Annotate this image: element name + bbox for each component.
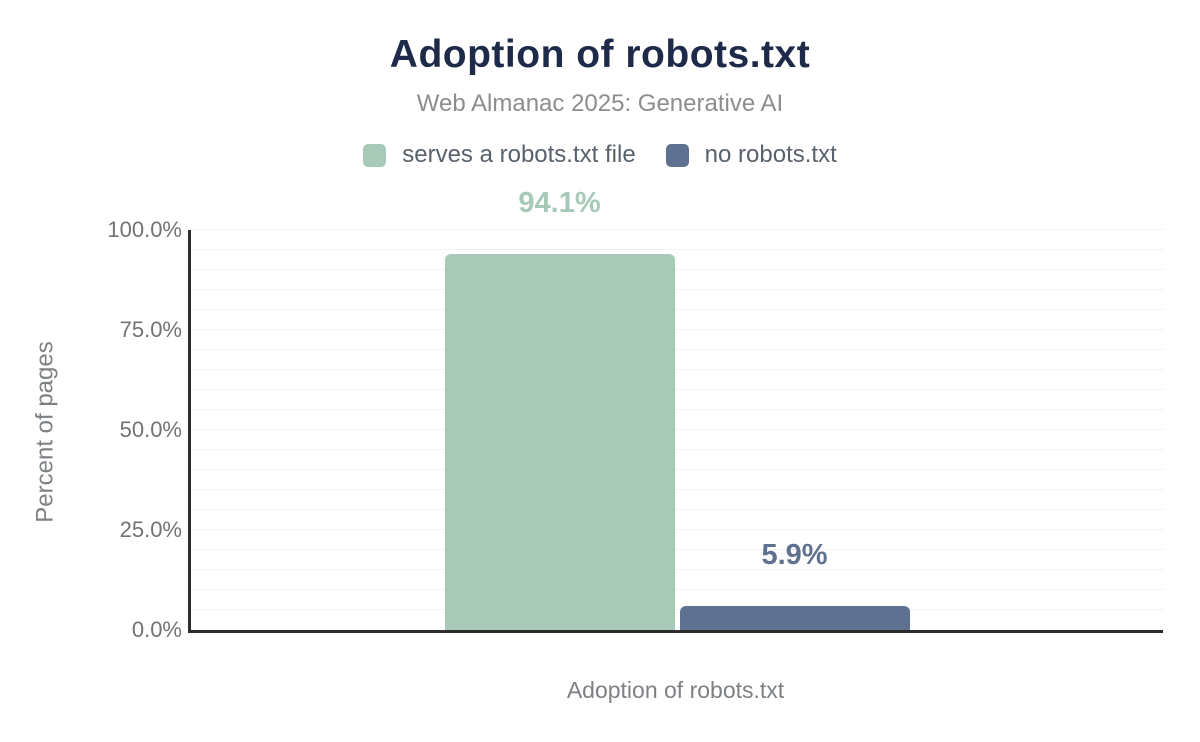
gridline [191, 429, 1163, 430]
legend-label: serves a robots.txt file [402, 141, 636, 168]
gridline [191, 469, 1163, 470]
gridline [191, 229, 1163, 230]
legend-item-serves-robots-txt[interactable]: serves a robots.txt file [363, 141, 636, 169]
gridline [191, 509, 1163, 510]
gridline [191, 329, 1163, 330]
gridline [191, 589, 1163, 590]
bar-value-label: 94.1% [518, 186, 601, 219]
gridline [191, 269, 1163, 270]
bar-serves-a-robots-txt-file[interactable] [444, 253, 675, 630]
gridline [191, 529, 1163, 530]
y-tick-label: 100.0% [107, 217, 182, 242]
y-tick-label: 0.0% [131, 617, 182, 642]
gridline [191, 389, 1163, 390]
gridline [191, 369, 1163, 370]
gridline [191, 449, 1163, 450]
y-tick-label: 25.0% [119, 517, 182, 542]
gridline [191, 489, 1163, 490]
gridline [191, 349, 1163, 350]
legend-item-no-robots-txt[interactable]: no robots.txt [665, 141, 837, 169]
chart-subtitle: Web Almanac 2025: Generative AI [416, 90, 784, 117]
y-axis-title: Percent of pages [28, 230, 64, 633]
legend-label: no robots.txt [704, 141, 837, 168]
x-axis-label: Adoption of robots.txt [566, 677, 785, 703]
gridline [191, 549, 1163, 550]
gridline [191, 309, 1163, 310]
gridline [191, 249, 1163, 250]
gridline [191, 289, 1163, 290]
legend: serves a robots.txt file no robots.txt [0, 141, 1200, 169]
chart-title: Adoption of robots.txt [389, 33, 811, 76]
y-tick-label: 50.0% [119, 417, 182, 442]
bar-value-label: 5.9% [761, 539, 828, 572]
bar-no-robots-txt[interactable] [679, 606, 910, 630]
legend-swatch-slate [665, 143, 689, 167]
y-tick-labels: 0.0% 25.0% 50.0% 75.0% 100.0% [60, 219, 182, 641]
plot-area: 94.1% 5.9% [188, 188, 1163, 633]
gridline [191, 409, 1163, 410]
y-tick-label: 75.0% [119, 317, 182, 342]
y-axis-title-text: Percent of pages [32, 340, 60, 523]
gridline [191, 609, 1163, 610]
gridline [191, 569, 1163, 570]
legend-swatch-green [363, 143, 387, 167]
